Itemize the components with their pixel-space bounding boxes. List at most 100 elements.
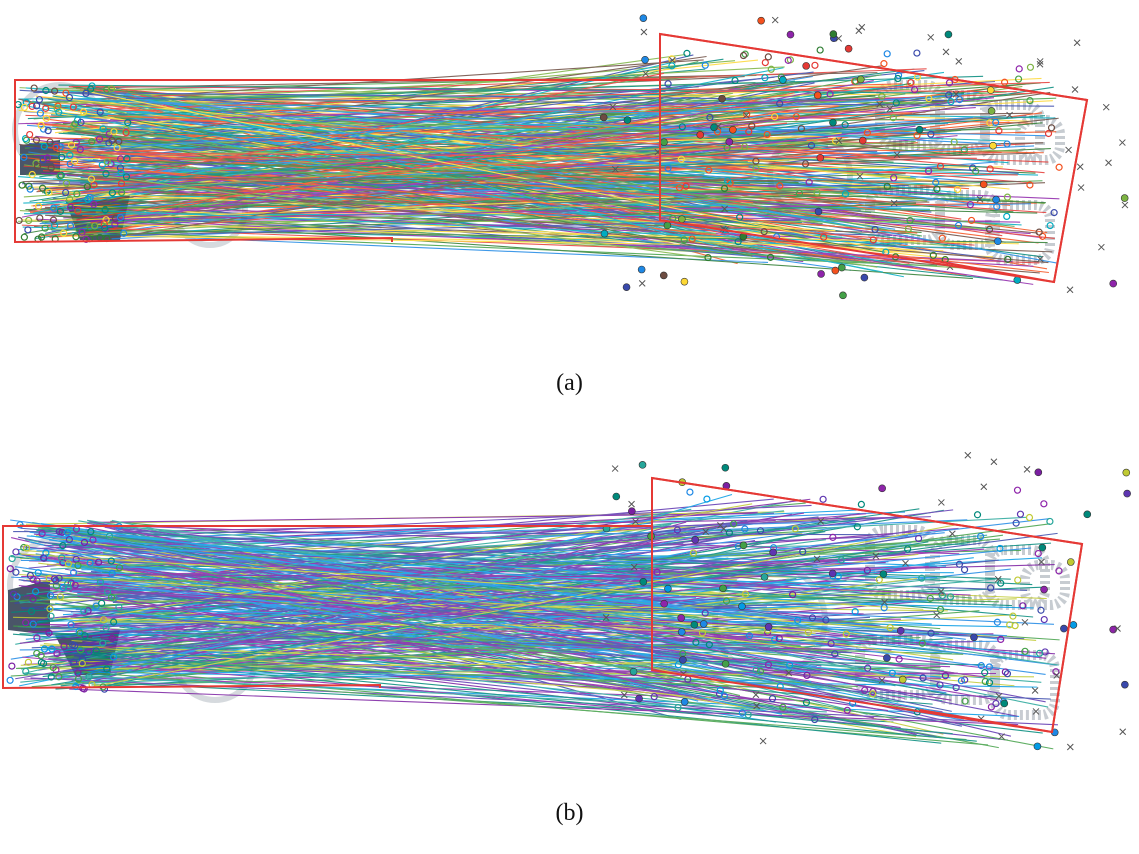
keypoint: [869, 236, 877, 244]
outlier-cross: [856, 172, 864, 180]
keypoint: [926, 594, 934, 603]
keypoint: [894, 74, 902, 83]
caption-a: (a): [556, 370, 583, 396]
keypoint: [981, 677, 989, 686]
keypoint: [895, 655, 903, 663]
keypoint: [837, 556, 845, 564]
keypoint: [748, 122, 756, 130]
keypoint: [39, 156, 47, 164]
outlier-point: [690, 620, 699, 629]
keypoint: [761, 74, 769, 82]
match-line: [77, 563, 1054, 750]
keypoint: [890, 174, 898, 182]
match-line: [99, 191, 760, 195]
keypoint: [904, 545, 912, 553]
keypoint: [987, 703, 995, 711]
keypoint: [98, 161, 106, 169]
keypoint: [992, 699, 1000, 708]
keypoint: [705, 166, 713, 174]
keypoint: [1003, 212, 1011, 221]
keypoint: [792, 113, 800, 121]
keypoint: [1009, 612, 1017, 620]
match-line: [36, 579, 787, 656]
keypoint: [992, 118, 1000, 127]
outlier-cross: [1105, 159, 1112, 167]
keypoint: [768, 695, 777, 703]
keypoint: [102, 216, 110, 224]
keypoint: [115, 603, 123, 611]
keypoint: [936, 681, 944, 689]
match-line: [59, 530, 952, 712]
glyph-shape: [930, 90, 990, 155]
outlier-cross: [628, 500, 635, 508]
keypoint: [77, 118, 85, 126]
keypoint: [1025, 513, 1034, 522]
keypoint: [997, 579, 1005, 587]
outlier-cross: [955, 58, 963, 65]
outlier-point: [1000, 699, 1009, 708]
keypoint: [49, 663, 57, 672]
outlier-cross: [771, 16, 779, 24]
keypoint: [115, 137, 123, 146]
keypoint: [80, 538, 89, 547]
outlier-point: [860, 273, 869, 282]
outlier-point: [779, 76, 787, 84]
match-lines: [18, 53, 1060, 285]
keypoint: [37, 121, 45, 129]
keypoint: [961, 676, 969, 684]
keypoint: [706, 113, 714, 122]
keypoint: [90, 200, 98, 208]
keypoint: [888, 669, 896, 677]
keypoint: [22, 619, 30, 627]
keypoint: [20, 103, 28, 112]
keypoint: [703, 495, 711, 503]
keypoint: [816, 46, 824, 54]
keypoint: [52, 582, 61, 590]
match-line: [98, 58, 724, 154]
outlier-point: [857, 75, 865, 84]
keypoint: [967, 216, 976, 225]
keypoint: [69, 103, 77, 111]
outlier-cross: [952, 90, 960, 98]
keypoint: [906, 216, 914, 225]
keypoint: [764, 53, 772, 61]
outlier-cross: [1066, 743, 1074, 751]
outlier-cross: [980, 483, 988, 491]
outlier-cross: [1053, 672, 1061, 679]
keypoint: [724, 177, 732, 185]
keypoints: [14, 46, 1063, 264]
keypoint: [1040, 615, 1048, 624]
keypoint: [91, 222, 99, 230]
keypoint: [47, 612, 55, 620]
match-line: [20, 606, 688, 662]
keypoint: [789, 591, 797, 599]
keypoint: [6, 676, 14, 684]
keypoint: [29, 575, 37, 584]
outlier-cross: [964, 451, 972, 459]
outlier-point: [786, 30, 795, 39]
keypoint: [763, 130, 771, 139]
outlier-point: [641, 55, 649, 64]
match-line: [19, 573, 901, 629]
keypoint: [889, 114, 897, 122]
keypoint: [827, 639, 835, 648]
keypoint: [819, 495, 827, 503]
keypoint: [52, 576, 60, 585]
outlier-cross: [995, 692, 1003, 700]
keypoint: [16, 521, 24, 529]
keypoint: [111, 214, 120, 223]
keypoint: [64, 560, 73, 568]
keypoint: [668, 62, 676, 70]
outlier-point: [599, 113, 608, 122]
match-line: [110, 670, 812, 683]
outlier-point: [660, 138, 668, 146]
outlier-cross: [890, 199, 898, 207]
keypoint: [752, 157, 760, 165]
keypoint: [841, 121, 849, 129]
keypoint: [871, 225, 879, 234]
keypoint: [1012, 519, 1020, 527]
keypoint: [88, 138, 96, 146]
keypoint: [986, 165, 994, 173]
match-line: [29, 80, 796, 202]
keypoint: [50, 204, 58, 212]
